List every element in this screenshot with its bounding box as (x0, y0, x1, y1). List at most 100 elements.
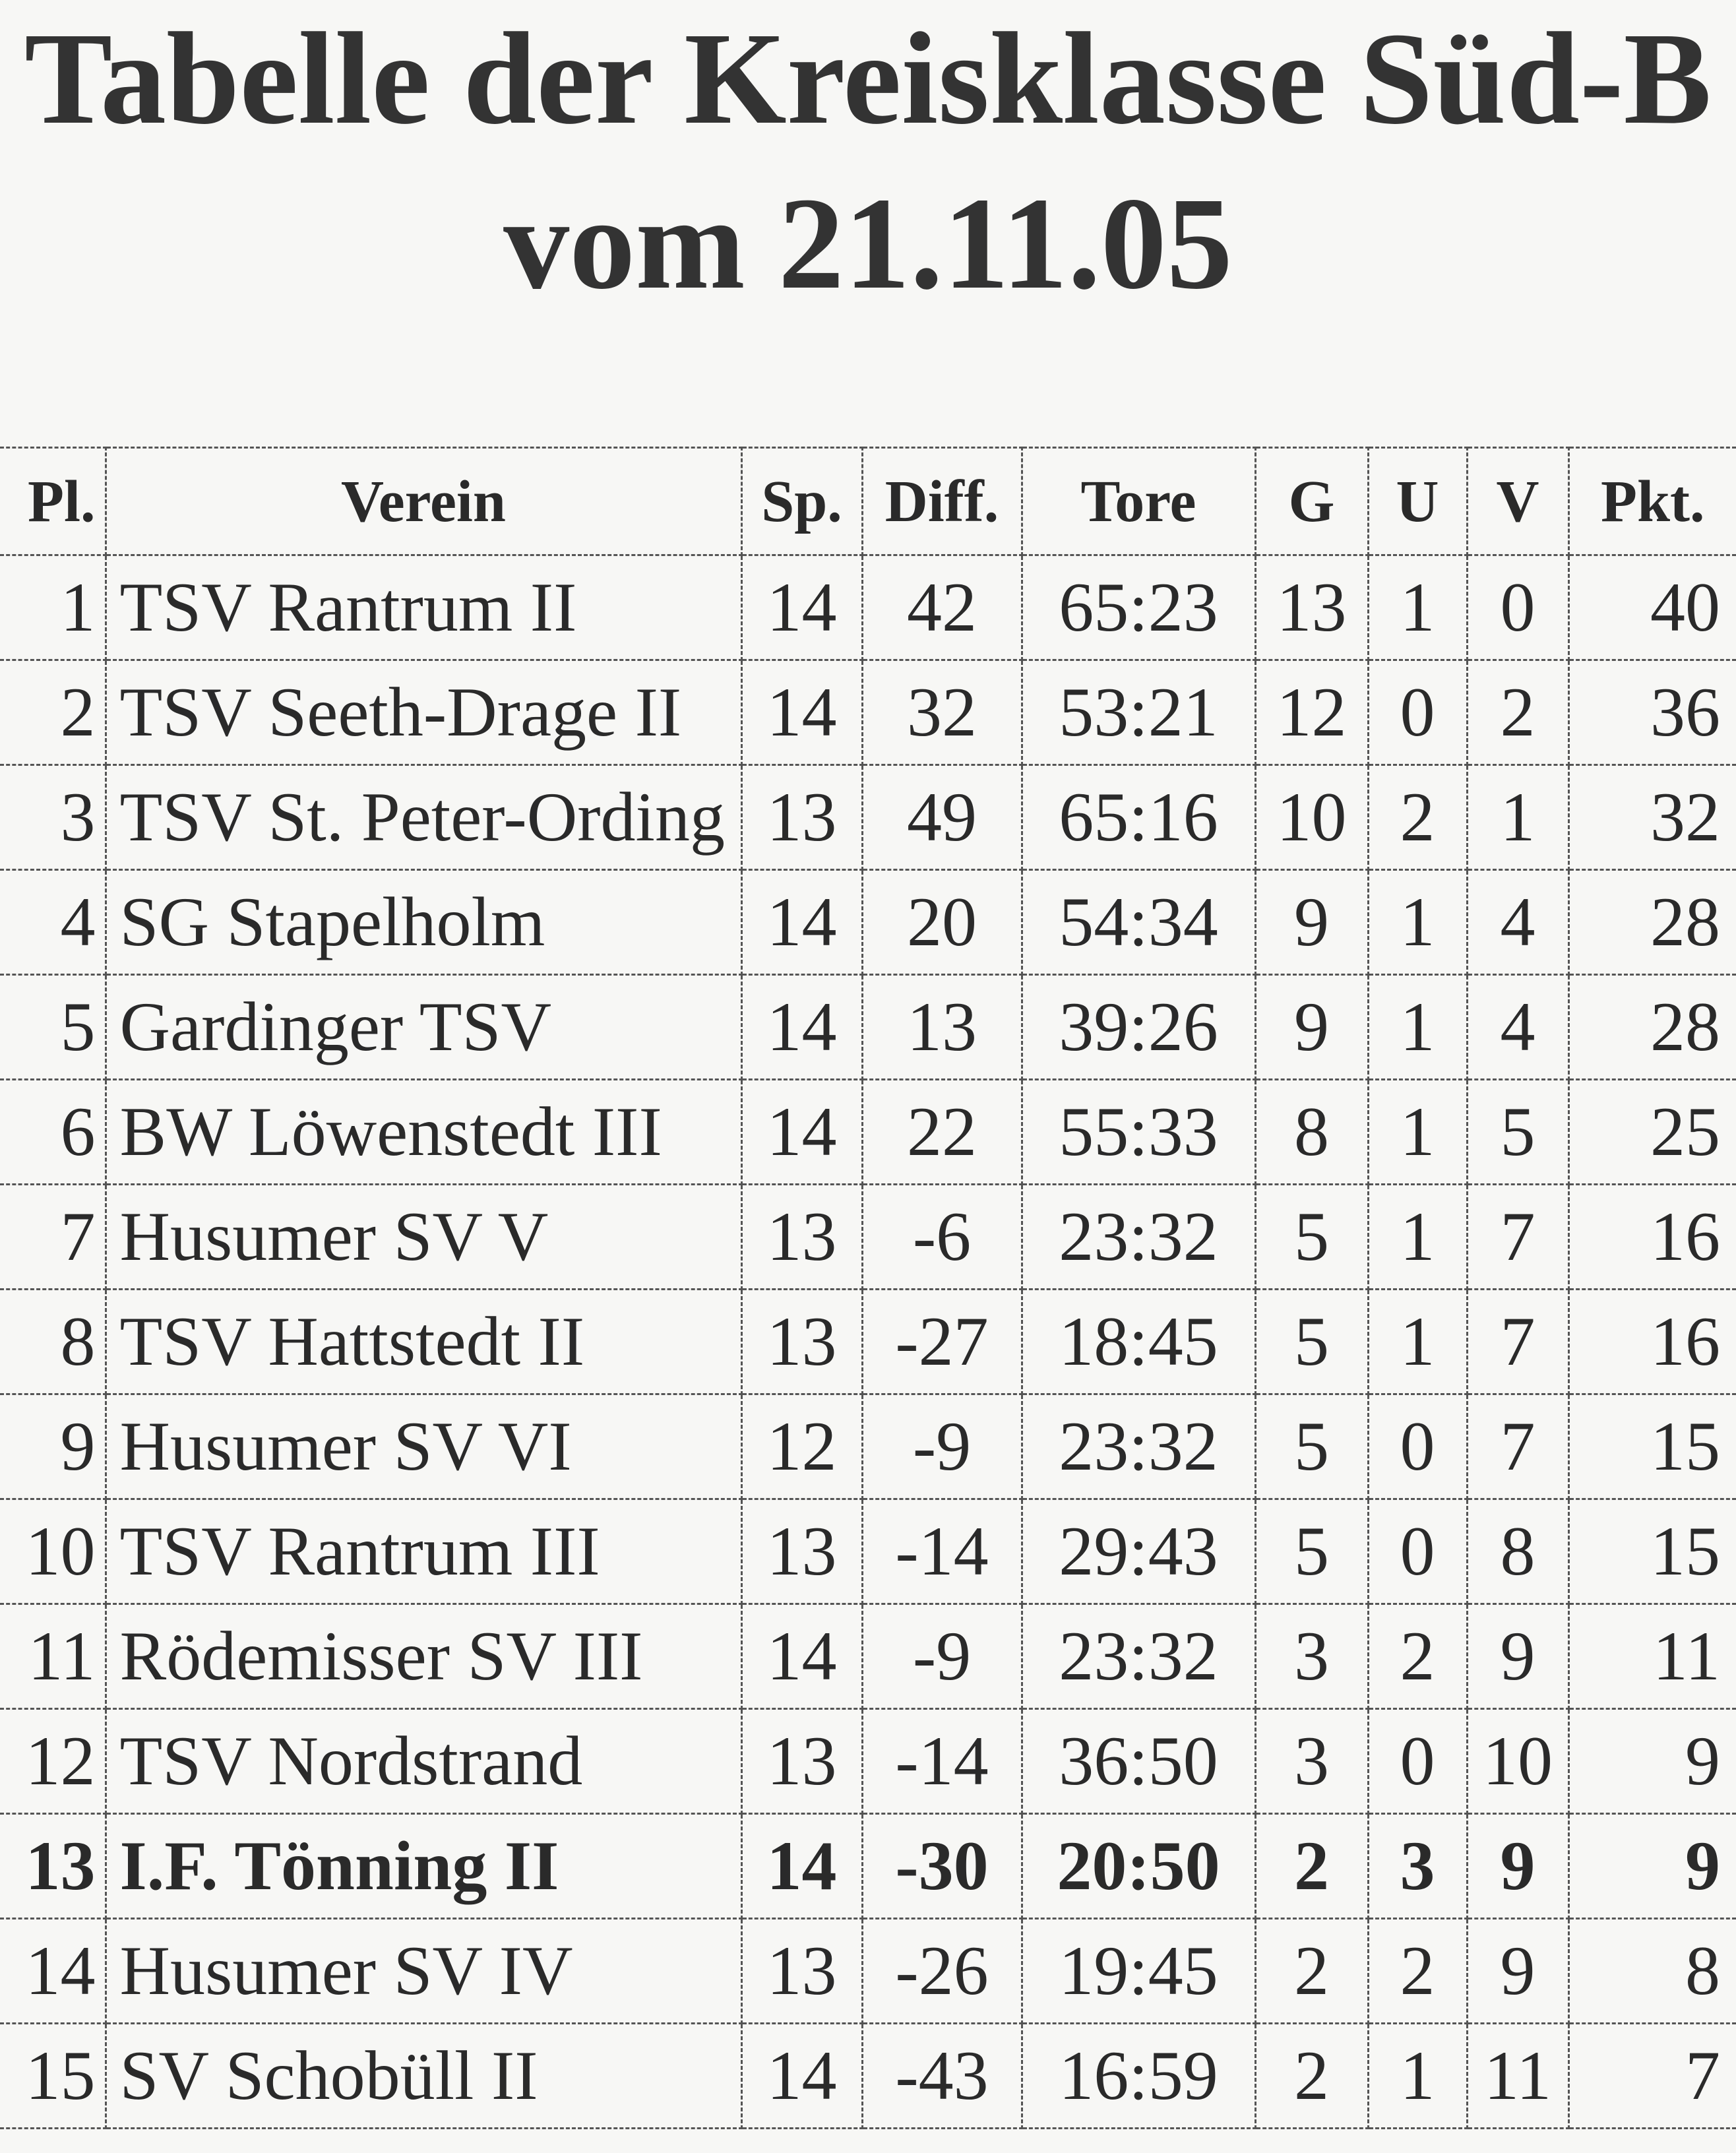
cell-wins: 2 (1254, 2022, 1369, 2129)
cell-diff: -26 (861, 1918, 1023, 2024)
cell-goals: 36:50 (1020, 1708, 1256, 1815)
cell-club: BW Löwenstedt III (104, 1078, 743, 1185)
table-row: 5 Gardinger TSV 14 13 39:26 9 1 4 28 (0, 974, 1736, 1080)
cell-games: 13 (740, 1918, 863, 2024)
table-row: 12 TSV Nordstrand 13 -14 36:50 3 0 10 9 (0, 1708, 1736, 1815)
cell-losses: 9 (1466, 1603, 1570, 1710)
header-games: Sp. (740, 447, 863, 556)
table-row: 2 TSV Seeth-Drage II 14 32 53:21 12 0 2 36 (0, 659, 1736, 766)
cell-points: 9 (1567, 1708, 1736, 1815)
standings-table: Pl. Verein Sp. Diff. Tore G U V Pkt. 1 TSV Rantru… (0, 447, 1736, 2129)
cell-losses: 11 (1466, 2022, 1570, 2129)
cell-goals: 65:23 (1020, 554, 1256, 661)
cell-place: 2 (0, 659, 107, 766)
cell-place: 7 (0, 1183, 107, 1290)
cell-wins: 5 (1254, 1183, 1369, 1290)
cell-wins: 5 (1254, 1498, 1369, 1605)
cell-club: TSV Rantrum III (104, 1498, 743, 1605)
cell-diff: -6 (861, 1183, 1023, 1290)
cell-place: 3 (0, 764, 107, 871)
table-row: 6 BW Löwenstedt III 14 22 55:33 8 1 5 25 (0, 1078, 1736, 1185)
cell-diff: -30 (861, 1813, 1023, 1919)
cell-draws: 3 (1367, 1813, 1468, 1919)
cell-games: 14 (740, 1078, 863, 1185)
cell-points: 7 (1567, 2022, 1736, 2129)
cell-place: 15 (0, 2022, 107, 2129)
cell-diff: -43 (861, 2022, 1023, 2129)
cell-losses: 9 (1466, 1918, 1570, 2024)
cell-points: 15 (1567, 1393, 1736, 1500)
cell-losses: 10 (1466, 1708, 1570, 1815)
cell-wins: 2 (1254, 1813, 1369, 1919)
cell-goals: 53:21 (1020, 659, 1256, 766)
title-line-1-container: Tabelle der Kreisklasse Süd-B (0, 13, 1736, 165)
header-place: Pl. (0, 447, 107, 556)
table-row: 13 I.F. Tönning II 14 -30 20:50 2 3 9 9 (0, 1813, 1736, 1919)
table-row: 8 TSV Hattstedt II 13 -27 18:45 5 1 7 16 (0, 1288, 1736, 1395)
cell-diff: -9 (861, 1603, 1023, 1710)
cell-club: I.F. Tönning II (104, 1813, 743, 1919)
table-row: 3 TSV St. Peter-Ording 13 49 65:16 10 2 1 32 (0, 764, 1736, 871)
cell-diff: 49 (861, 764, 1023, 871)
cell-points: 28 (1567, 974, 1736, 1080)
cell-club: Husumer SV IV (104, 1918, 743, 2024)
cell-wins: 12 (1254, 659, 1369, 766)
cell-points: 28 (1567, 869, 1736, 976)
cell-goals: 29:43 (1020, 1498, 1256, 1605)
cell-points: 16 (1567, 1183, 1736, 1290)
header-wins: G (1254, 447, 1369, 556)
cell-games: 12 (740, 1393, 863, 1500)
cell-draws: 1 (1367, 869, 1468, 976)
cell-goals: 23:32 (1020, 1603, 1256, 1710)
cell-draws: 0 (1367, 1498, 1468, 1605)
cell-points: 9 (1567, 1813, 1736, 1919)
cell-draws: 1 (1367, 974, 1468, 1080)
cell-games: 14 (740, 869, 863, 976)
cell-losses: 0 (1466, 554, 1570, 661)
cell-games: 14 (740, 1603, 863, 1710)
cell-draws: 2 (1367, 764, 1468, 871)
cell-club: SG Stapelholm (104, 869, 743, 976)
cell-club: Rödemisser SV III (104, 1603, 743, 1710)
cell-place: 11 (0, 1603, 107, 1710)
header-points: Pkt. (1567, 447, 1736, 556)
cell-diff: -14 (861, 1498, 1023, 1605)
cell-club: Husumer SV VI (104, 1393, 743, 1500)
cell-club: TSV Hattstedt II (104, 1288, 743, 1395)
cell-place: 13 (0, 1813, 107, 1919)
cell-club: TSV St. Peter-Ording (104, 764, 743, 871)
cell-games: 13 (740, 1708, 863, 1815)
table-row: 1 TSV Rantrum II 14 42 65:23 13 1 0 40 (0, 554, 1736, 661)
table-row: 4 SG Stapelholm 14 20 54:34 9 1 4 28 (0, 869, 1736, 976)
cell-goals: 16:59 (1020, 2022, 1256, 2129)
cell-diff: 22 (861, 1078, 1023, 1185)
header-diff: Diff. (861, 447, 1023, 556)
cell-games: 14 (740, 1813, 863, 1919)
cell-club: TSV Nordstrand (104, 1708, 743, 1815)
cell-club: Husumer SV V (104, 1183, 743, 1290)
cell-goals: 39:26 (1020, 974, 1256, 1080)
cell-diff: -14 (861, 1708, 1023, 1815)
title-line-1: Tabelle der Kreisklasse Süd-B (24, 6, 1712, 152)
title-line-2-container: vom 21.11.05 (0, 178, 1736, 330)
cell-goals: 19:45 (1020, 1918, 1256, 2024)
cell-place: 4 (0, 869, 107, 976)
cell-points: 11 (1567, 1603, 1736, 1710)
cell-wins: 10 (1254, 764, 1369, 871)
cell-losses: 7 (1466, 1288, 1570, 1395)
title-line-2: vom 21.11.05 (503, 171, 1233, 317)
cell-wins: 2 (1254, 1918, 1369, 2024)
cell-place: 5 (0, 974, 107, 1080)
cell-games: 13 (740, 1288, 863, 1395)
cell-diff: 20 (861, 869, 1023, 976)
cell-draws: 1 (1367, 1078, 1468, 1185)
cell-losses: 1 (1466, 764, 1570, 871)
cell-place: 12 (0, 1708, 107, 1815)
table-row: 10 TSV Rantrum III 13 -14 29:43 5 0 8 15 (0, 1498, 1736, 1605)
cell-wins: 13 (1254, 554, 1369, 661)
cell-club: SV Schobüll II (104, 2022, 743, 2129)
table-row: 15 SV Schobüll II 14 -43 16:59 2 1 11 7 (0, 2022, 1736, 2129)
cell-points: 36 (1567, 659, 1736, 766)
cell-points: 8 (1567, 1918, 1736, 2024)
cell-games: 14 (740, 2022, 863, 2129)
